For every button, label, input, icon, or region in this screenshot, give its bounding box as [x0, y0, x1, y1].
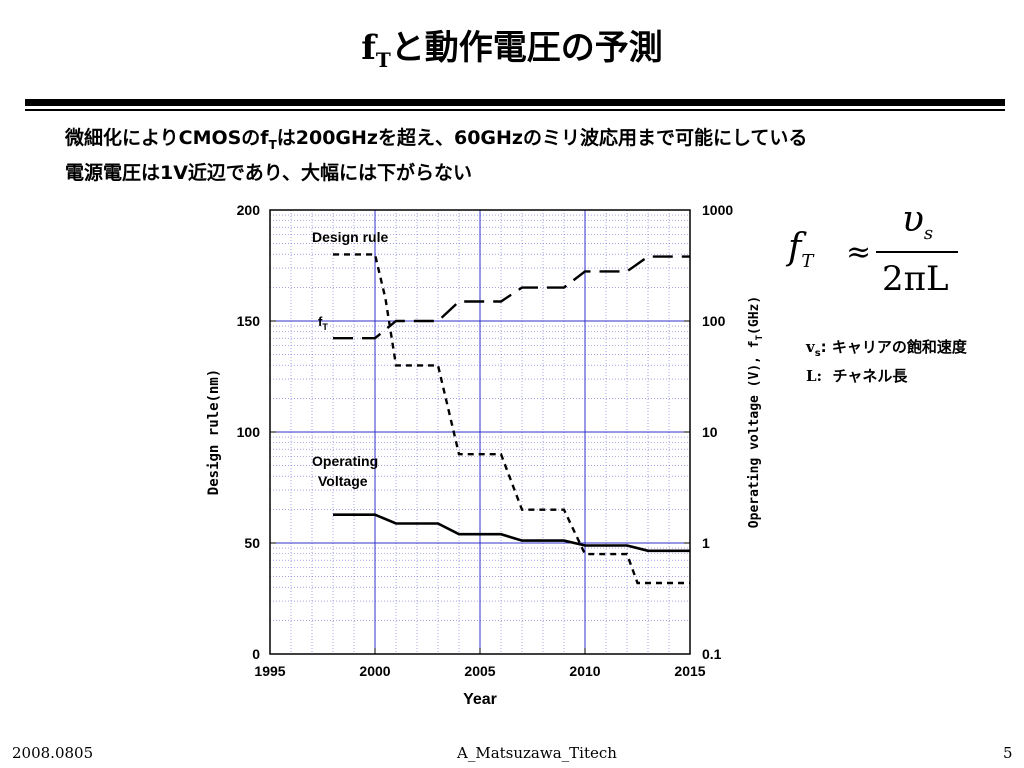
y-right-tick-label: 0.1 [702, 646, 722, 662]
formula-denominator: 2πL [882, 259, 949, 299]
symbol-notes: vs: キャリアの飽和速度 L: チャネル長 [806, 336, 967, 387]
y-left-tick-label: 150 [237, 313, 261, 329]
footer-author: A_Matsuzawa_Titech [457, 744, 617, 762]
title-divider-thin [25, 109, 1005, 111]
chart-labels: Year Design rule(nm) Operating voltage (V)… [206, 229, 765, 708]
x-tick-label: 2015 [674, 663, 705, 679]
slide-subtitle: 微細化によりCMOSのfTは200GHzを超え、60GHzのミリ波応用まで可能に… [65, 124, 807, 187]
formula-numerator: υ [902, 199, 924, 240]
x-tick-label: 2005 [464, 663, 495, 679]
footer-date: 2008.0805 [12, 744, 94, 762]
y-left-tick-label: 50 [244, 535, 260, 551]
chart-series [333, 253, 690, 585]
formula-numerator-sub: s [923, 223, 934, 245]
y-left-axis-title: Design rule(nm) [206, 369, 222, 495]
note-vs: vs: キャリアの飽和速度 [806, 338, 967, 359]
chart-grid [270, 210, 690, 654]
y-left-tick-label: 100 [237, 424, 261, 440]
y-left-tick-label: 200 [237, 202, 261, 218]
y-right-tick-label: 1 [702, 535, 710, 551]
y-right-tick-label: 10 [702, 424, 718, 440]
y-right-axis-title: Operating voltage (V), fT(GHz) [747, 296, 765, 528]
formula-approx: ≈ [846, 235, 872, 270]
footer-page-number: 5 [1003, 744, 1013, 762]
formula-lhs: f [788, 227, 802, 268]
series-label-design-rule: Design rule [312, 229, 388, 245]
y-right-tick-label: 100 [702, 313, 726, 329]
x-tick-label: 2000 [359, 663, 390, 679]
series-line-1 [333, 255, 690, 340]
series-line-2 [333, 513, 690, 553]
title-divider-thick [25, 99, 1005, 106]
subtitle-line-1: 微細化によりCMOSのfTは200GHzを超え、60GHzのミリ波応用まで可能に… [65, 127, 808, 152]
formula-lhs-sub: T [801, 251, 814, 273]
series-label-ft: fT [318, 314, 328, 332]
x-axis-title: Year [463, 691, 497, 708]
chart-ticks: 1995 2000 2005 2010 2015 0 50 100 150 200 0.1 1 10 10… [237, 202, 734, 679]
series-label-voltage-2: Voltage [318, 473, 368, 489]
subtitle-line-2: 電源電圧は1V近辺であり、大幅には下がらない [65, 161, 472, 184]
slide-title: fTと動作電圧の予測 [361, 28, 663, 72]
note-l: L: チャネル長 [806, 367, 908, 385]
series-line-0 [333, 253, 690, 585]
series-label-voltage-1: Operating [312, 453, 378, 469]
formula-fraction-bar [876, 251, 958, 253]
y-right-tick-label: 1000 [702, 202, 733, 218]
y-left-tick-label: 0 [252, 646, 260, 662]
x-tick-label: 2010 [569, 663, 600, 679]
x-tick-label: 1995 [254, 663, 285, 679]
